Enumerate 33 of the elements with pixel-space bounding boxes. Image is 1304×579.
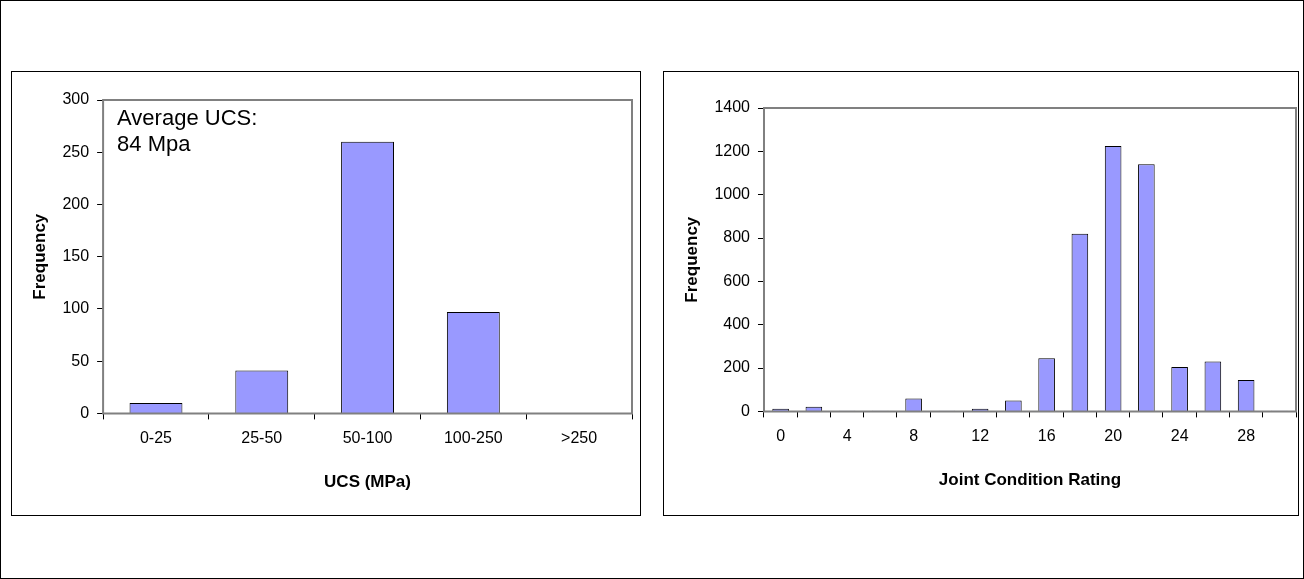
- x-tick-label: 16: [1037, 427, 1056, 445]
- y-tick-label: 200: [62, 194, 90, 212]
- x-tick-label: 4: [842, 427, 852, 445]
- y-tick-label: 300: [62, 90, 90, 108]
- y-tick-label: 250: [62, 142, 90, 160]
- y-tick-label: 1200: [714, 141, 751, 159]
- y-tick-label: 800: [723, 228, 751, 246]
- x-tick-label: 25-50: [241, 429, 283, 447]
- x-tick-label: 50-100: [342, 429, 393, 447]
- x-tick-label: 100-250: [443, 429, 503, 447]
- x-axis-title: UCS (MPa): [324, 472, 411, 492]
- y-tick-label: 1000: [714, 185, 751, 203]
- x-tick-label: 28: [1237, 427, 1256, 445]
- x-tick-label: 12: [971, 427, 990, 445]
- x-tick-label: 0-25: [139, 429, 173, 447]
- y-tick-label: 100: [62, 299, 90, 317]
- x-tick-label: 0: [776, 427, 786, 445]
- y-tick-label: 0: [741, 401, 751, 419]
- y-tick-label: 150: [62, 247, 90, 265]
- y-tick-label: 1400: [714, 98, 751, 116]
- annotation: Average UCS: 84 Mpa: [117, 105, 258, 157]
- y-axis-title: Frequency: [681, 216, 701, 303]
- y-tick-label: 200: [723, 358, 751, 376]
- y-tick-label: 600: [723, 271, 751, 289]
- y-tick-label: 50: [71, 351, 90, 369]
- x-tick-label: 20: [1104, 427, 1123, 445]
- y-axis-title: Frequency: [29, 213, 49, 300]
- y-tick-label: 0: [80, 403, 90, 421]
- x-tick-label: 24: [1170, 427, 1189, 445]
- x-tick-label: >250: [561, 429, 598, 447]
- x-axis-title: Joint Condition Rating: [938, 470, 1122, 490]
- x-tick-label: 8: [909, 427, 919, 445]
- y-tick-label: 400: [723, 315, 751, 333]
